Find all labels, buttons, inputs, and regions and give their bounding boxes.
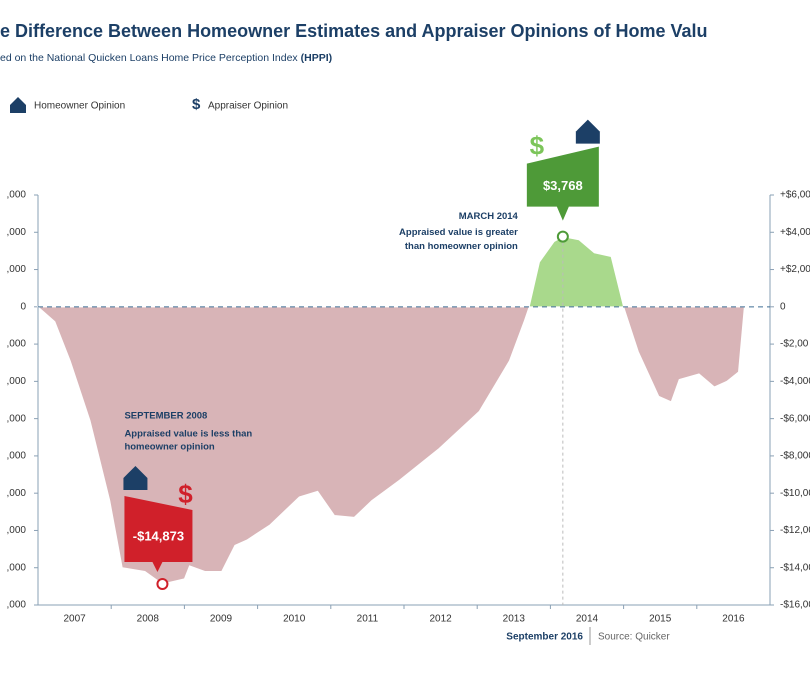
y2-tick-label: -$10,00 [780, 488, 810, 499]
y-tick-label: ,000 [7, 562, 27, 573]
footer-date: September 2016 [506, 632, 583, 643]
legend-label: Appraiser Opinion [208, 101, 288, 112]
y2-tick-label: -$6,000 [780, 413, 810, 424]
callout-house-icon [123, 465, 148, 490]
x-tick-label: 2010 [283, 614, 306, 625]
legend-house-icon [10, 97, 26, 113]
y-tick-label: ,000 [7, 413, 27, 424]
y-tick-label: ,000 [7, 525, 27, 536]
callout-box [526, 146, 599, 221]
y-tick-label: ,000 [7, 451, 27, 462]
y2-tick-label: +$4,000 [780, 227, 810, 238]
subtitle: ed on the National Quicken Loans Home Pr… [0, 52, 332, 64]
callout-text: homeowner opinion [124, 442, 214, 453]
y-tick-label: ,000 [7, 227, 27, 238]
x-tick-label: 2014 [576, 614, 599, 625]
callout-text: Appraised value is less than [124, 429, 252, 440]
y2-tick-label: -$4,000 [780, 376, 810, 387]
callout-marker [156, 577, 169, 590]
subtitle-text: ed on the National Quicken Loans Home Pr… [0, 52, 298, 64]
x-tick-label: 2015 [649, 614, 672, 625]
y2-tick-label: -$16,00 [780, 600, 810, 611]
y2-tick-label: -$12,00 [780, 525, 810, 536]
x-tick-label: 2016 [722, 614, 745, 625]
callout-text: than homeowner opinion [405, 241, 518, 252]
legend-dollar-icon: $ [192, 96, 201, 113]
callout-marker [556, 230, 569, 243]
callout-house-icon [575, 119, 600, 144]
callout-label: -$14,873 [133, 528, 184, 543]
x-tick-label: 2008 [137, 614, 160, 625]
callout-label: $3,768 [543, 178, 583, 193]
callout-date: SEPTEMBER 2008 [124, 411, 207, 422]
y-tick-label: ,000 [7, 376, 27, 387]
x-tick-label: 2013 [503, 614, 526, 625]
x-tick-label: 2011 [357, 614, 379, 625]
x-tick-label: 2007 [63, 614, 86, 625]
y2-tick-label: -$8,000 [780, 451, 810, 462]
chart-title: e Difference Between Homeowner Estimates… [0, 21, 708, 41]
callout-text: Appraised value is greater [399, 227, 518, 238]
y-tick-label: ,000 [7, 600, 27, 611]
x-tick-label: 2012 [429, 614, 452, 625]
y-tick-label: ,000 [7, 488, 27, 499]
y2-tick-label: +$2,000 [780, 264, 810, 275]
callout-box [124, 495, 193, 572]
footer-source: Source: Quicker [598, 632, 670, 643]
y-tick-label: ,000 [7, 264, 27, 275]
y2-tick-label: +$6,00 [780, 190, 810, 201]
y-tick-label: ,000 [7, 190, 27, 201]
y2-tick-label: -$2,00 [780, 339, 809, 350]
y2-tick-label: -$14,00 [780, 562, 810, 573]
callout-dollar-icon: $ [530, 130, 545, 160]
callout-date: MARCH 2014 [459, 211, 519, 222]
subtitle-bold: (HPPI) [301, 52, 333, 64]
legend-label: Homeowner Opinion [34, 101, 125, 112]
x-tick-label: 2009 [210, 614, 233, 625]
y2-tick-label: 0 [780, 301, 786, 312]
y-tick-label: 0 [20, 301, 26, 312]
callout-dollar-icon: $ [178, 479, 193, 509]
y-tick-label: ,000 [7, 339, 27, 350]
